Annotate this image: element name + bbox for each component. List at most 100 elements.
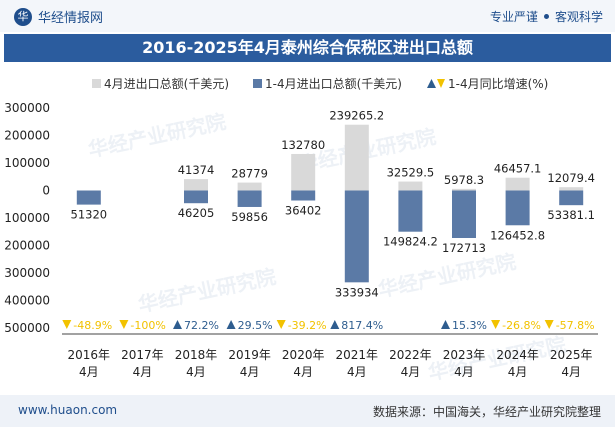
x-tick-2: 2018年 4月 xyxy=(175,348,218,379)
bar-monthly-5 xyxy=(344,124,369,191)
label-cumulative-8: 126452.8 xyxy=(490,228,545,242)
bar-monthly-7 xyxy=(452,188,476,191)
legend-label-2: 1-4月进出口总额(千美元) xyxy=(265,77,402,91)
bars xyxy=(76,124,584,283)
watermarks: 华经产业研究院华经产业研究院华经产业研究院华经产业研究院华经产业研究院 xyxy=(86,109,568,385)
growth-label-4: -39.2% xyxy=(288,319,327,332)
y-tick-2: 100000 xyxy=(4,156,50,170)
growth-label-9: -57.8% xyxy=(556,319,595,332)
bar-cumulative-7 xyxy=(452,190,476,238)
label-cumulative-3: 59856 xyxy=(231,210,268,224)
bullet-icon xyxy=(543,14,549,19)
brand[interactable]: 华 华经情报网 xyxy=(14,7,103,26)
growth-up-icon-2 xyxy=(173,320,182,329)
tagline: 专业严谨 客观科学 xyxy=(490,8,603,25)
label-cumulative-4: 36402 xyxy=(285,204,322,218)
bar-monthly-8 xyxy=(505,177,530,191)
legend-label-1: 4月进出口总额(千美元) xyxy=(104,77,229,91)
growth-down-icon-8 xyxy=(491,320,501,329)
bar-monthly-2 xyxy=(184,179,208,191)
legend-down-icon xyxy=(437,79,445,88)
y-tick-1: 200000 xyxy=(4,129,50,143)
bar-cumulative-2 xyxy=(184,190,208,204)
legend-up-icon xyxy=(427,79,436,88)
x-tick-7: 2023年 4月 xyxy=(443,348,486,379)
tagline-right: 客观科学 xyxy=(554,10,603,24)
x-tick-3: 2019年 4月 xyxy=(228,348,271,379)
x-tick-8: 2024年 4月 xyxy=(496,348,539,379)
growth-down-icon-1 xyxy=(119,320,129,329)
bar-cumulative-9 xyxy=(559,190,584,206)
label-cumulative-7: 172713 xyxy=(442,241,486,255)
growth-up-icon-3 xyxy=(226,320,236,329)
y-tick-7: 400000 xyxy=(4,294,50,308)
footer: www.huaon.com 数据来源：中国海关，华经产业研究院整理 xyxy=(0,395,615,427)
bar-cumulative-5 xyxy=(344,190,369,283)
label-monthly-5: 239265.2 xyxy=(329,109,384,123)
growth-down-icon-4 xyxy=(276,320,286,329)
huajing-logo-icon: 华 xyxy=(14,7,32,26)
bar-cumulative-6 xyxy=(398,190,423,232)
watermark-3: 华经产业研究院 xyxy=(376,249,518,302)
bar-labels: 51320 41374 46205 28779 59856 132780 36402 2392… xyxy=(71,109,595,300)
legend-label-3: 1-4月同比增速(%) xyxy=(448,77,548,91)
legend-swatch-2 xyxy=(253,79,262,88)
growth-label-3: 29.5% xyxy=(238,319,273,332)
label-cumulative-0: 51320 xyxy=(71,208,108,222)
label-monthly-9: 12079.4 xyxy=(547,171,595,185)
top-bar: 华 华经情报网 专业严谨 客观科学 xyxy=(0,0,615,32)
growth-up-icon-7 xyxy=(441,320,450,329)
bar-monthly-9 xyxy=(559,187,584,191)
brand-name: 华经情报网 xyxy=(38,11,104,26)
y-tick-3: 0 xyxy=(42,184,50,198)
x-tick-0: 2016年 4月 xyxy=(68,348,111,379)
x-tick-4: 2020年 4月 xyxy=(282,348,325,379)
x-tick-6: 2022年 4月 xyxy=(389,348,432,379)
tagline-left: 专业严谨 xyxy=(489,10,538,24)
y-tick-6: 300000 xyxy=(4,266,50,280)
growth-label-8: -26.8% xyxy=(502,319,541,332)
chart-title: 2016-2025年4月泰州综合保税区进出口总额 xyxy=(4,34,611,62)
label-monthly-6: 32529.5 xyxy=(387,166,435,180)
bar-cumulative-0 xyxy=(76,190,101,205)
growth-label-2: 72.2% xyxy=(184,319,219,332)
label-monthly-8: 46457.1 xyxy=(494,162,542,176)
y-tick-0: 300000 xyxy=(4,101,50,115)
label-monthly-7: 5978.3 xyxy=(444,173,484,187)
x-tick-1: 2017年 4月 xyxy=(121,348,164,379)
label-cumulative-9: 53381.1 xyxy=(547,208,595,222)
x-tick-9: 2025年 4月 xyxy=(550,348,593,379)
growth-label-0: -48.9% xyxy=(73,319,112,332)
label-cumulative-5: 333934 xyxy=(335,285,379,299)
bar-cumulative-3 xyxy=(237,190,262,207)
label-monthly-4: 132780 xyxy=(281,138,325,152)
legend: 4月进出口总额(千美元) 1-4月进出口总额(千美元) 1-4月同比增速(%) xyxy=(92,77,548,91)
bar-monthly-3 xyxy=(237,182,262,191)
growth-label-7: 15.3% xyxy=(452,319,487,332)
legend-swatch-1 xyxy=(92,79,101,88)
growth-down-icon-9 xyxy=(544,320,554,329)
growth-markers: -48.9% -100% 72.2% 29.5% -39.2% 817.4% 15.3% -2… xyxy=(62,319,595,332)
website-link[interactable]: www.huaon.com xyxy=(18,403,118,417)
watermark-2: 华经产业研究院 xyxy=(136,264,278,317)
watermark-0: 华经产业研究院 xyxy=(86,109,228,162)
x-axis: 2016年 4月 2017年 4月 2018年 4月 2019年 4月 2020年 4月 2021年… xyxy=(62,333,598,379)
growth-label-5: 817.4% xyxy=(341,319,383,332)
growth-label-1: -100% xyxy=(130,319,165,332)
x-tick-5: 2021年 4月 xyxy=(336,348,379,379)
label-cumulative-2: 46205 xyxy=(178,206,215,220)
bar-cumulative-4 xyxy=(291,190,316,201)
y-tick-5: 200000 xyxy=(4,239,50,253)
growth-up-icon-5 xyxy=(330,320,340,329)
y-axis: 300000 200000 100000 0 100000 200000 300000 400… xyxy=(4,101,50,335)
growth-down-icon-0 xyxy=(62,320,72,329)
data-source: 数据来源：中国海关，华经产业研究院整理 xyxy=(372,405,601,419)
chart: 4月进出口总额(千美元) 1-4月进出口总额(千美元) 1-4月同比增速(%) 华经… xyxy=(4,77,598,385)
y-tick-4: 100000 xyxy=(4,211,50,225)
bar-monthly-6 xyxy=(398,181,423,191)
label-cumulative-6: 149824.2 xyxy=(383,235,438,249)
label-monthly-3: 28779 xyxy=(231,167,268,181)
y-tick-8: 500000 xyxy=(4,321,50,335)
bar-cumulative-8 xyxy=(505,190,530,226)
